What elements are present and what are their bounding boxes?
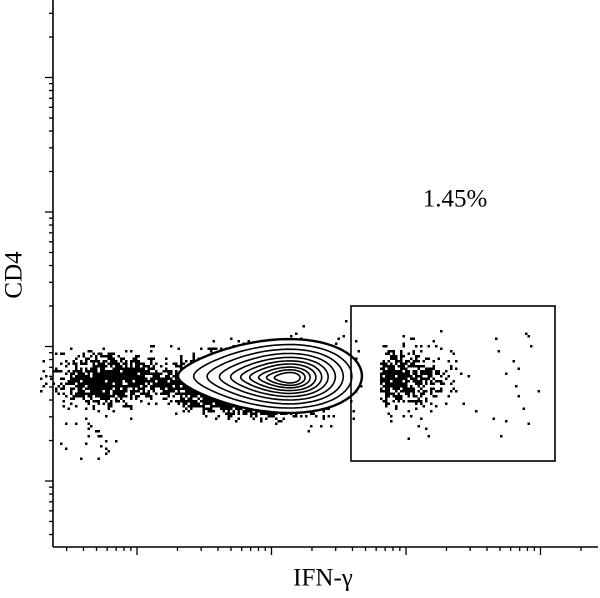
contour-line	[265, 369, 306, 387]
axes	[45, 0, 598, 555]
y-axis-label: CD4	[1, 251, 28, 299]
contour-line	[248, 363, 317, 392]
gate-percentage: 1.45%	[423, 186, 488, 213]
contour-line	[192, 343, 353, 409]
contour-line	[257, 366, 312, 389]
contour-line	[239, 360, 323, 395]
gate	[350, 305, 556, 462]
x-axis-label: IFN-γ	[293, 565, 353, 592]
contour-line	[229, 356, 330, 398]
contour-line	[206, 348, 345, 405]
contours	[176, 337, 364, 415]
contour-line	[218, 352, 337, 401]
contour-line	[273, 371, 301, 384]
